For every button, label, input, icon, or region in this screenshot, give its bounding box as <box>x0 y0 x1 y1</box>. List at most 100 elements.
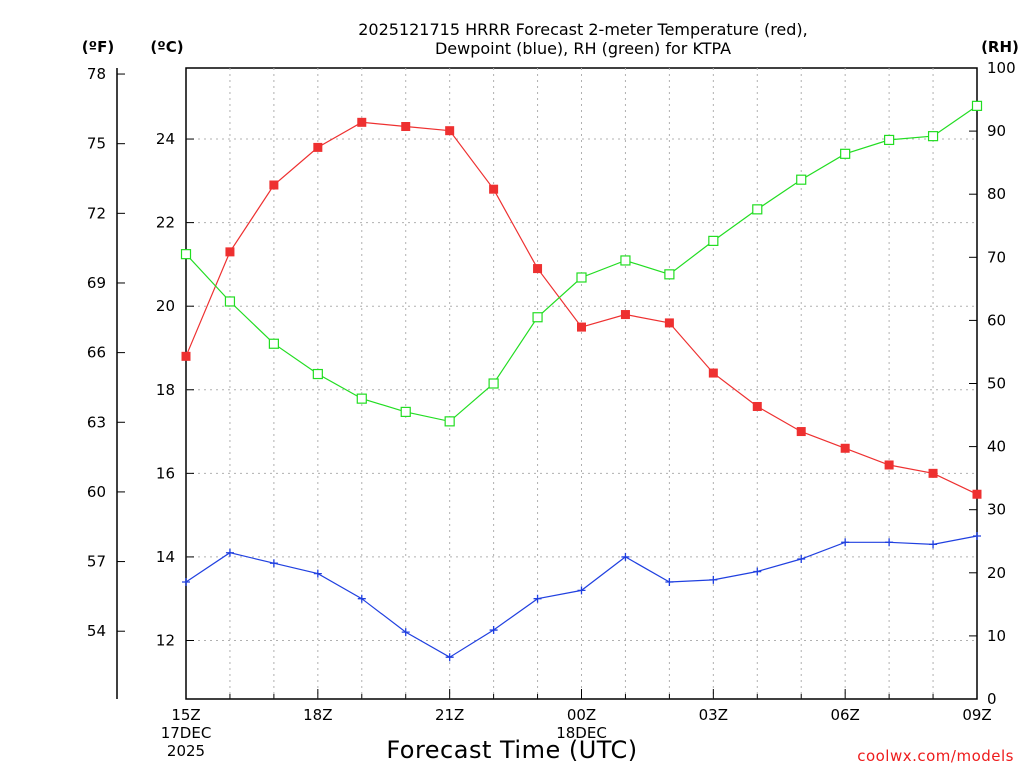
temperature-point <box>752 401 762 411</box>
x-tick-label: 06Z <box>830 706 859 724</box>
temperature-point <box>620 310 630 320</box>
dewpoint-point <box>885 538 894 547</box>
rh-point <box>224 296 236 307</box>
credit-label: coolwx.com/models <box>857 747 1014 765</box>
celsius-tick-label: 12 <box>156 631 175 649</box>
x-tick-label: 00Z <box>567 706 596 724</box>
fahrenheit-tick-label: 60 <box>87 483 106 501</box>
rh-point <box>576 272 587 283</box>
dewpoint-point <box>357 594 366 603</box>
rh-point <box>532 312 543 323</box>
rh-tick-label: 80 <box>987 185 1006 203</box>
rh-point <box>840 148 851 159</box>
rh-tick-label: 30 <box>987 501 1006 519</box>
dewpoint-point <box>621 552 630 561</box>
series-layer <box>180 100 983 662</box>
rh-tick-label: 70 <box>987 248 1006 266</box>
rh-unit-label: (RH) <box>981 38 1019 56</box>
dewpoint-point <box>269 559 278 568</box>
dewpoint-point <box>225 548 234 557</box>
x-tick-label: 18Z <box>303 706 332 724</box>
dewpoint-point <box>445 653 454 662</box>
celsius-tick-label: 22 <box>156 214 175 232</box>
dewpoint-point <box>401 628 410 637</box>
rh-tick-label: 20 <box>987 564 1006 582</box>
chart-title-line-2: Dewpoint (blue), RH (green) for KTPA <box>435 39 731 58</box>
plot-frame <box>185 67 978 700</box>
rh-tick-label: 90 <box>987 122 1006 140</box>
fahrenheit-tick-label: 78 <box>87 65 106 83</box>
temperature-point <box>796 427 806 437</box>
celsius-tick-label: 14 <box>156 548 175 566</box>
rh-point <box>620 255 631 266</box>
grid <box>186 68 977 699</box>
dewpoint-point <box>753 567 762 576</box>
fahrenheit-unit-label: (ºF) <box>82 38 114 56</box>
chart-title-line-1: 2025121715 HRRR Forecast 2-meter Tempera… <box>358 20 808 39</box>
dewpoint-series <box>182 532 981 662</box>
celsius-tick-label: 16 <box>156 464 175 482</box>
rh-tick-label: 100 <box>987 59 1016 77</box>
dewpoint-point <box>929 540 938 549</box>
temperature-point <box>884 460 894 470</box>
rh-point <box>708 235 719 246</box>
fahrenheit-tick-label: 54 <box>87 622 106 640</box>
rh-point <box>884 134 895 146</box>
rh-point <box>664 269 675 280</box>
temperature-point <box>357 117 367 127</box>
rh-tick-label: 10 <box>987 627 1006 645</box>
x-tick-label: 2025 <box>167 742 205 760</box>
rh-point <box>444 416 455 427</box>
rh-tick-label: 50 <box>987 375 1006 393</box>
rh-tick-label: 60 <box>987 311 1006 329</box>
rh-point <box>268 338 279 349</box>
rh-tick-label: 0 <box>987 690 997 708</box>
temperature-point <box>708 368 718 378</box>
fahrenheit-tick-label: 57 <box>87 553 106 571</box>
celsius-tick-label: 18 <box>156 381 175 399</box>
temperature-point <box>928 468 938 478</box>
fahrenheit-tick-label: 63 <box>87 413 106 431</box>
fahrenheit-tick-label: 66 <box>87 344 106 362</box>
dewpoint-point <box>665 577 674 586</box>
axes: 12 14 16 18 20 22 24 54 57 60 63 66 69 72 75 78 0 10 20 30 4… <box>87 59 1016 760</box>
x-tick-label: 15Z <box>171 706 200 724</box>
fahrenheit-tick-label: 69 <box>87 274 106 292</box>
x-tick-label: 17DEC <box>161 724 212 742</box>
rh-point <box>312 368 323 380</box>
temperature-point <box>445 126 455 136</box>
celsius-unit-label: (ºC) <box>150 38 183 56</box>
rh-series <box>180 100 983 427</box>
temperature-series <box>181 117 982 499</box>
fahrenheit-tick-label: 75 <box>87 135 106 153</box>
temperature-point <box>489 184 499 194</box>
rh-tick-label: 40 <box>987 438 1006 456</box>
rh-point <box>752 204 763 215</box>
dewpoint-point <box>797 555 806 564</box>
rh-point <box>488 378 499 389</box>
rh-point <box>400 406 411 417</box>
fahrenheit-tick-label: 72 <box>87 204 106 222</box>
celsius-tick-label: 24 <box>156 130 175 148</box>
dewpoint-point <box>182 577 190 586</box>
temperature-point <box>840 443 850 453</box>
dewpoint-point <box>533 594 542 603</box>
temperature-point <box>972 489 982 499</box>
dewpoint-point <box>577 586 586 595</box>
x-tick-label: 09Z <box>962 706 991 724</box>
temperature-point <box>401 122 411 132</box>
dewpoint-point <box>973 532 981 541</box>
temperature-point <box>664 318 674 328</box>
rh-point <box>796 174 807 185</box>
temperature-point <box>269 180 279 190</box>
temperature-point <box>577 322 586 332</box>
temperature-point <box>181 351 191 361</box>
x-axis-label: Forecast Time (UTC) <box>386 736 637 764</box>
temperature-point <box>533 264 543 274</box>
dewpoint-point <box>841 538 850 547</box>
temperature-point <box>313 142 323 152</box>
rh-point <box>927 131 939 142</box>
x-tick-label: 18DEC <box>556 724 607 742</box>
dewpoint-point <box>489 626 498 635</box>
